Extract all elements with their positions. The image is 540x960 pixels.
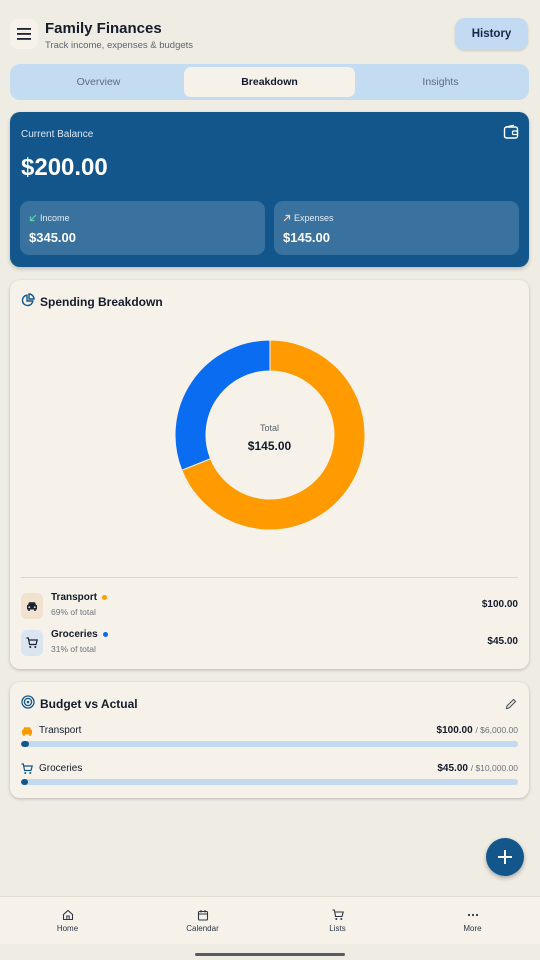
income-label: Income	[40, 213, 70, 223]
donut-slice-groceries	[174, 339, 271, 471]
budget-progress-fill	[21, 779, 29, 785]
category-amount: $45.00	[487, 636, 518, 647]
nav-label: Calendar	[186, 923, 219, 933]
history-button[interactable]: History	[455, 18, 528, 50]
tab-insights[interactable]: Insights	[422, 76, 459, 88]
balance-card: Current Balance $200.00 Income $345.00 E…	[10, 112, 529, 267]
budget-progress-fill	[21, 741, 30, 747]
app-header: Family Finances Track income, expenses &…	[0, 0, 540, 62]
cart-icon	[332, 908, 344, 920]
tab-breakdown[interactable]: Breakdown	[184, 67, 355, 97]
budget-row-groceries: Groceries $45.00 / $10,000.00	[21, 763, 518, 793]
budget-progress-bar	[21, 741, 518, 747]
spending-breakdown-card: Spending Breakdown Total $145.00 Transpo…	[10, 280, 529, 669]
nav-more[interactable]: More	[405, 897, 540, 944]
income-tile: Income $345.00	[20, 201, 265, 255]
pie-chart-icon	[21, 293, 35, 312]
nav-calendar[interactable]: Calendar	[135, 897, 270, 944]
plus-icon	[498, 850, 512, 864]
add-transaction-button[interactable]	[486, 838, 524, 876]
car-icon	[21, 724, 33, 742]
budget-title: Budget vs Actual	[40, 697, 138, 711]
expenses-value: $145.00	[283, 230, 330, 245]
target-icon	[21, 695, 35, 714]
category-amount: $100.00	[481, 599, 518, 610]
spending-title: Spending Breakdown	[40, 295, 163, 309]
category-name: Groceries	[51, 629, 98, 640]
category-percent: 31% of total	[51, 644, 96, 654]
budget-card: Budget vs Actual Transport $100.00 / $6,…	[10, 682, 529, 798]
category-row-transport[interactable]: Transport 69% of total $100.00	[21, 590, 518, 624]
more-icon	[467, 913, 478, 916]
spending-donut-chart	[174, 339, 366, 531]
home-icon	[62, 909, 73, 920]
tab-overview[interactable]: Overview	[76, 76, 121, 88]
view-tabs: Overview Breakdown Insights	[10, 64, 529, 100]
balance-value: $200.00	[21, 154, 108, 181]
budget-limit: / $6,000.00	[475, 725, 518, 735]
donut-total-label: Total	[259, 423, 279, 433]
category-percent: 69% of total	[51, 607, 96, 617]
app-title: Family Finances	[45, 20, 162, 37]
color-dot	[102, 595, 108, 600]
nav-label: Home	[56, 923, 79, 933]
nav-lists[interactable]: Lists	[270, 897, 405, 944]
edit-icon[interactable]	[505, 697, 517, 715]
budget-spent: $45.00	[437, 763, 468, 774]
arrow-up-right-icon	[283, 214, 291, 222]
budget-spent: $100.00	[436, 725, 473, 736]
menu-button[interactable]	[10, 19, 38, 49]
bottom-navigation: Home Calendar Lists More	[0, 896, 540, 944]
cart-icon	[21, 762, 33, 780]
balance-label: Current Balance	[21, 129, 94, 140]
divider	[21, 577, 518, 578]
wallet-icon	[503, 124, 519, 145]
nav-label: More	[463, 923, 482, 933]
nav-label: Lists	[329, 923, 346, 933]
budget-item-name: Transport	[39, 725, 82, 736]
budget-progress-bar	[21, 779, 518, 785]
expenses-tile: Expenses $145.00	[274, 201, 519, 255]
budget-limit: / $10,000.00	[470, 763, 518, 773]
category-row-groceries[interactable]: Groceries 31% of total $45.00	[21, 627, 518, 661]
donut-slice-transport	[181, 339, 366, 531]
donut-total-value: $145.00	[247, 439, 292, 453]
calendar-icon	[197, 909, 208, 921]
income-value: $345.00	[29, 230, 76, 245]
budget-item-name: Groceries	[39, 763, 83, 774]
nav-home[interactable]: Home	[0, 897, 135, 944]
car-icon	[27, 601, 37, 611]
category-name: Transport	[51, 592, 98, 603]
gesture-home-bar	[195, 953, 345, 956]
budget-row-transport: Transport $100.00 / $6,000.00	[21, 725, 518, 755]
color-dot	[102, 632, 108, 637]
app-subtitle: Track income, expenses & budgets	[45, 40, 194, 51]
cart-icon	[26, 637, 38, 648]
arrow-down-left-icon	[29, 214, 37, 222]
hamburger-icon	[17, 28, 31, 40]
expenses-label: Expenses	[294, 213, 334, 223]
